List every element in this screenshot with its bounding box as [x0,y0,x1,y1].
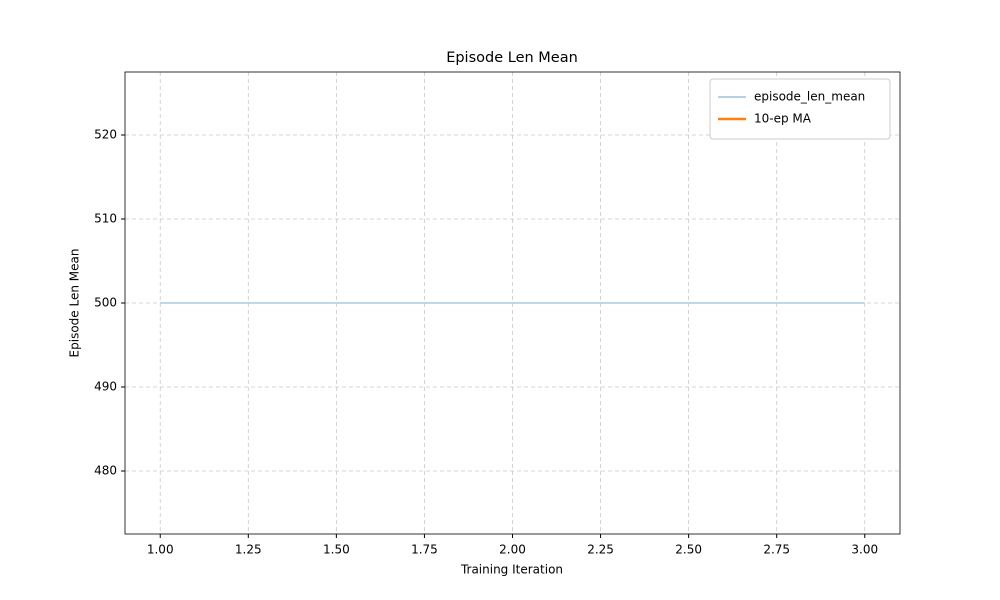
x-tick-label: 3.00 [851,543,878,557]
legend-box [709,78,891,140]
y-tick-label: 520 [94,128,117,142]
x-tick-label: 1.25 [235,543,262,557]
x-axis-label: Training Iteration [460,563,563,577]
x-tick-label: 1.00 [147,543,174,557]
x-tick-label: 2.00 [499,543,526,557]
y-axis-label: Episode Len Mean [68,249,82,358]
chart-title: Episode Len Mean [446,50,578,66]
legend-label: episode_len_mean [754,90,865,104]
x-tick-label: 1.50 [323,543,350,557]
y-tick-label: 490 [94,380,117,394]
y-tick-label: 510 [94,212,117,226]
y-tick-label: 480 [94,464,117,478]
plot-frame [124,71,901,535]
x-tick-label: 2.25 [587,543,614,557]
x-tick-label: 2.50 [675,543,702,557]
x-tick-label: 1.75 [411,543,438,557]
legend-label: 10-ep MA [754,112,812,126]
y-tick-label: 500 [94,296,117,310]
x-tick-label: 2.75 [763,543,790,557]
